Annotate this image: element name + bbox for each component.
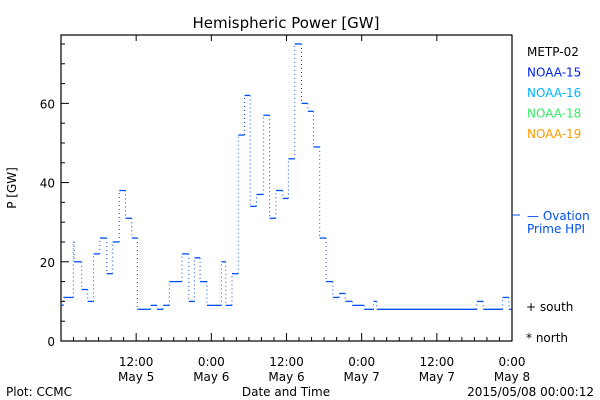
series-ovation bbox=[61, 43, 512, 310]
x-tick-date: May 5 bbox=[118, 370, 154, 384]
legend: METP-02 NOAA-15 NOAA-16 NOAA-18 NOAA-19 bbox=[527, 45, 581, 141]
x-tick-date: May 7 bbox=[419, 370, 455, 384]
x-tick-date: May 6 bbox=[268, 370, 304, 384]
south-marker-label: + south bbox=[526, 300, 573, 314]
y-tick-labels: 0 20 40 60 bbox=[40, 97, 55, 349]
y-tick-label: 20 bbox=[40, 256, 55, 270]
y-tick-label: 40 bbox=[40, 177, 55, 191]
chart-title: Hemispheric Power [GW] bbox=[193, 14, 380, 32]
legend-entry: NOAA-18 bbox=[527, 107, 581, 121]
north-marker-label: * north bbox=[526, 331, 568, 345]
legend-entry: NOAA-16 bbox=[527, 86, 581, 100]
ovation-label-line1: — Ovation bbox=[527, 209, 590, 223]
ovation-label-line2: Prime HPI bbox=[527, 222, 585, 236]
y-tick-label: 0 bbox=[47, 335, 55, 349]
x-tick-time: 0:00 bbox=[348, 355, 375, 369]
legend-entry: METP-02 bbox=[527, 45, 579, 59]
footer-timestamp: 2015/05/08 00:00:12 bbox=[467, 385, 594, 399]
y-tick-label: 60 bbox=[40, 97, 55, 111]
x-tick-time: 12:00 bbox=[119, 355, 154, 369]
x-axis-label: Date and Time bbox=[242, 385, 330, 399]
axis-ticks bbox=[60, 35, 513, 342]
footer-left: Plot: CCMC bbox=[6, 385, 72, 399]
x-tick-time: 12:00 bbox=[269, 355, 304, 369]
x-tick-time: 0:00 bbox=[198, 355, 225, 369]
x-tick-date: May 7 bbox=[344, 370, 380, 384]
x-tick-time: 12:00 bbox=[420, 355, 455, 369]
plot-frame bbox=[60, 34, 513, 342]
x-tick-date: May 6 bbox=[193, 370, 229, 384]
y-axis-label: P [GW] bbox=[5, 167, 19, 209]
legend-entry: NOAA-15 bbox=[527, 66, 581, 80]
x-tick-time: 0:00 bbox=[499, 355, 526, 369]
x-tick-date: May 8 bbox=[494, 370, 530, 384]
legend-entry: NOAA-19 bbox=[527, 127, 581, 141]
